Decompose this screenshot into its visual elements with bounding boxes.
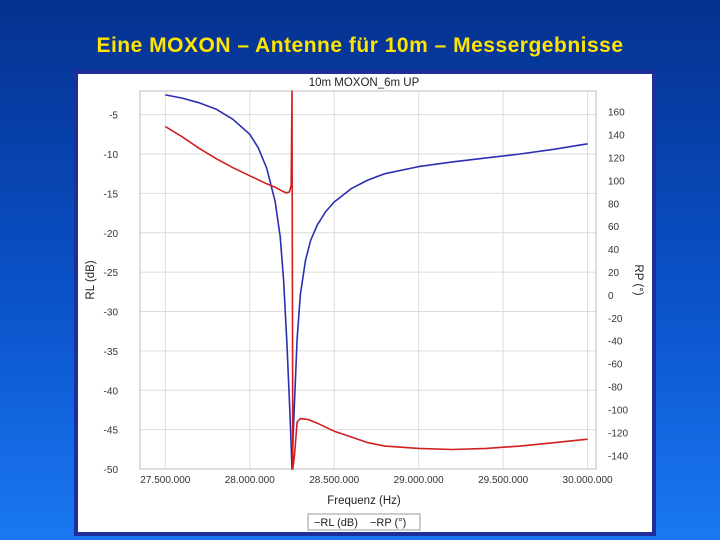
chart-title: 10m MOXON_6m UP bbox=[309, 77, 420, 89]
x-axis-label: Frequenz (Hz) bbox=[327, 495, 401, 507]
y-right-tick-label: 20 bbox=[608, 268, 620, 279]
y-left-tick-label: -25 bbox=[104, 268, 119, 279]
y-right-tick-label: 80 bbox=[608, 199, 620, 210]
legend-box bbox=[307, 513, 421, 531]
y-right-tick-label: 160 bbox=[608, 108, 625, 119]
x-tick-label: 30.000.000 bbox=[563, 475, 613, 486]
y-right-tick-label: 100 bbox=[608, 176, 625, 187]
y-left-tick-label: -40 bbox=[104, 386, 119, 397]
series-layer bbox=[164, 90, 588, 470]
ticks-layer: 27.500.000 28.000.000 28.500.000 29.000.000… bbox=[104, 108, 629, 486]
x-tick-label: 27.500.000 bbox=[140, 475, 190, 486]
slide-title: Eine MOXON – Antenne für 10m – Messergeb… bbox=[96, 34, 624, 57]
plot-area-border bbox=[139, 90, 597, 470]
y-right-tick-label: -80 bbox=[608, 383, 623, 394]
y-right-tick-label: 120 bbox=[608, 153, 625, 164]
y-axis-left-label: RL (dB) bbox=[85, 260, 97, 299]
x-tick-label: 28.000.000 bbox=[225, 475, 275, 486]
y-left-tick-label: -30 bbox=[104, 308, 119, 319]
series-line-rl bbox=[165, 94, 588, 470]
y-left-tick-label: -10 bbox=[104, 150, 119, 161]
x-tick-label: 29.500.000 bbox=[478, 475, 528, 486]
y-right-tick-label: 140 bbox=[608, 131, 625, 142]
y-left-tick-label: -45 bbox=[104, 426, 119, 437]
y-right-tick-label: -120 bbox=[608, 428, 628, 439]
y-left-tick-label: -15 bbox=[104, 189, 119, 200]
y-right-tick-label: -100 bbox=[608, 405, 628, 416]
y-right-tick-label: -40 bbox=[608, 337, 623, 348]
y-right-tick-label: 60 bbox=[608, 222, 620, 233]
y-right-tick-label: -140 bbox=[608, 451, 628, 462]
legend-item-rl: −RL (dB) bbox=[314, 517, 358, 529]
y-axis-right-label: RP (°) bbox=[632, 264, 644, 295]
y-left-tick-label: -5 bbox=[109, 111, 118, 122]
y-right-tick-label: 0 bbox=[608, 291, 614, 302]
y-left-tick-label: -35 bbox=[104, 347, 119, 358]
y-right-tick-label: -60 bbox=[608, 360, 623, 371]
chart-svg: 27.500.000 28.000.000 28.500.000 29.000.000… bbox=[85, 77, 644, 531]
chart-legend: −RL (dB) −RP (°) bbox=[307, 513, 421, 531]
legend-item-rp: −RP (°) bbox=[370, 517, 406, 529]
grid-layer bbox=[140, 91, 596, 470]
chart-panel: 27.500.000 28.000.000 28.500.000 29.000.000… bbox=[78, 74, 652, 532]
x-tick-label: 29.000.000 bbox=[394, 475, 444, 486]
y-left-tick-label: -20 bbox=[104, 229, 119, 240]
y-left-tick-label: -50 bbox=[104, 465, 119, 476]
y-right-tick-label: 40 bbox=[608, 245, 620, 256]
y-right-tick-label: -20 bbox=[608, 314, 623, 325]
x-tick-label: 28.500.000 bbox=[309, 475, 359, 486]
series-line-rp bbox=[164, 90, 588, 470]
